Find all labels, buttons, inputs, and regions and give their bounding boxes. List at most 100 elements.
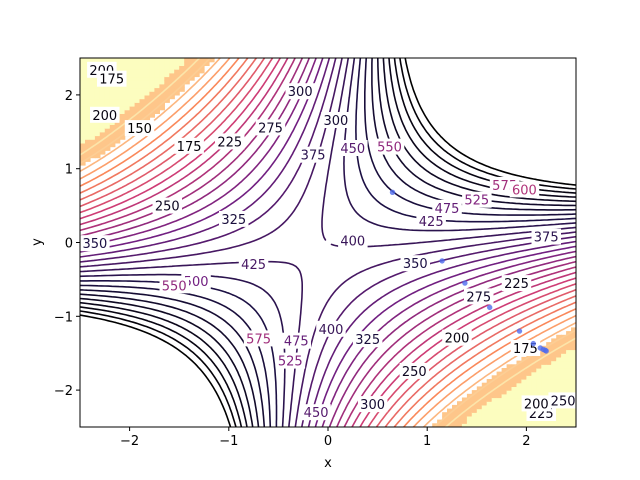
high-value-cell xyxy=(561,382,567,387)
high-value-cell xyxy=(546,345,552,351)
high-value-cell xyxy=(442,412,448,417)
high-value-cell xyxy=(89,76,96,81)
high-value-cell xyxy=(491,423,498,427)
high-value-cell xyxy=(80,153,86,159)
high-value-cell xyxy=(571,371,576,376)
high-value-cell xyxy=(561,338,567,343)
high-value-cell xyxy=(521,379,527,384)
high-value-cell xyxy=(476,386,483,391)
high-value-cell xyxy=(114,91,121,96)
high-value-cell xyxy=(129,94,136,100)
high-value-cell xyxy=(159,106,165,111)
high-value-cell xyxy=(169,61,175,66)
high-value-cell xyxy=(511,397,518,402)
high-value-cell xyxy=(144,80,151,85)
high-value-cell xyxy=(521,390,527,395)
contour-label: 150 xyxy=(127,122,152,137)
high-value-cell xyxy=(144,72,151,78)
high-value-cell xyxy=(119,61,126,66)
high-value-cell xyxy=(571,386,576,391)
high-value-cell xyxy=(496,423,503,427)
high-value-cell xyxy=(566,342,572,347)
high-value-cell xyxy=(496,375,503,380)
high-value-cell xyxy=(179,69,185,74)
high-value-cell xyxy=(80,72,86,78)
high-value-cell xyxy=(511,371,518,376)
high-value-cell xyxy=(124,91,131,96)
contour-label-backing xyxy=(275,352,306,369)
high-value-cell xyxy=(99,102,106,107)
high-value-cell xyxy=(501,415,508,421)
contour-label: 200 xyxy=(92,109,117,124)
contour-line-875 xyxy=(80,58,576,427)
high-value-cell xyxy=(154,83,160,89)
high-value-cell xyxy=(134,65,141,70)
high-value-cell xyxy=(109,128,116,133)
high-value-cell xyxy=(149,80,155,85)
high-value-cell xyxy=(124,61,131,66)
high-value-cell xyxy=(159,87,165,92)
high-value-cell xyxy=(531,382,537,387)
high-value-cell xyxy=(80,58,86,63)
high-value-cell xyxy=(531,356,537,362)
high-value-cell xyxy=(457,415,463,421)
high-value-cell xyxy=(531,379,537,384)
high-value-cell xyxy=(511,423,518,427)
y-tick-label: −1 xyxy=(54,310,73,325)
high-value-cell xyxy=(94,131,101,137)
high-value-cell xyxy=(80,61,86,66)
high-value-cell xyxy=(566,353,572,358)
contour-line-150 xyxy=(80,58,576,427)
high-value-cell xyxy=(491,401,498,406)
high-value-cell xyxy=(506,393,513,399)
high-value-cell xyxy=(149,76,155,81)
high-value-cell xyxy=(80,102,86,107)
contour-line-475 xyxy=(80,58,576,427)
high-value-cell xyxy=(556,386,562,391)
high-value-cell xyxy=(114,61,121,66)
high-value-cell xyxy=(134,94,141,100)
high-value-cell xyxy=(80,128,86,133)
high-value-cell xyxy=(179,58,185,63)
high-value-cell xyxy=(521,386,527,391)
high-value-cell xyxy=(496,401,503,406)
high-value-cell xyxy=(571,342,576,347)
contour-label: 175 xyxy=(99,73,124,88)
high-value-cell xyxy=(566,345,572,351)
contour-label: 225 xyxy=(217,135,242,150)
high-value-cell xyxy=(119,113,126,118)
high-value-cell xyxy=(566,338,572,343)
high-value-cell xyxy=(164,76,170,81)
high-value-cell xyxy=(457,401,463,406)
high-value-cell xyxy=(149,94,155,100)
high-value-cell xyxy=(466,401,473,406)
contour-line-800 xyxy=(80,58,576,427)
high-value-cell xyxy=(476,423,483,427)
high-value-cell xyxy=(486,415,493,421)
high-value-cell xyxy=(556,375,562,380)
high-value-cell xyxy=(184,58,190,63)
high-value-cell xyxy=(546,356,552,362)
high-value-cell xyxy=(80,76,86,81)
x-tick-label: −1 xyxy=(219,434,238,449)
high-value-cell xyxy=(536,382,542,387)
high-value-cell xyxy=(546,390,552,395)
trajectory-point xyxy=(389,189,396,195)
high-value-cell xyxy=(94,124,101,129)
high-value-cell xyxy=(536,423,542,427)
high-value-cell xyxy=(134,106,141,111)
high-value-cell xyxy=(89,142,96,148)
high-value-cell xyxy=(104,124,111,129)
high-value-cell xyxy=(80,157,86,162)
high-value-cell xyxy=(561,390,567,395)
high-value-cell xyxy=(169,80,175,85)
high-value-cell xyxy=(104,58,111,63)
high-value-cell xyxy=(94,142,101,148)
contour-label-backing xyxy=(255,119,286,136)
high-value-cell xyxy=(516,419,523,424)
high-value-cell xyxy=(486,423,493,427)
high-value-cell xyxy=(144,58,151,63)
high-value-cell xyxy=(491,415,498,421)
high-value-cell xyxy=(124,72,131,78)
high-value-cell xyxy=(80,87,86,92)
